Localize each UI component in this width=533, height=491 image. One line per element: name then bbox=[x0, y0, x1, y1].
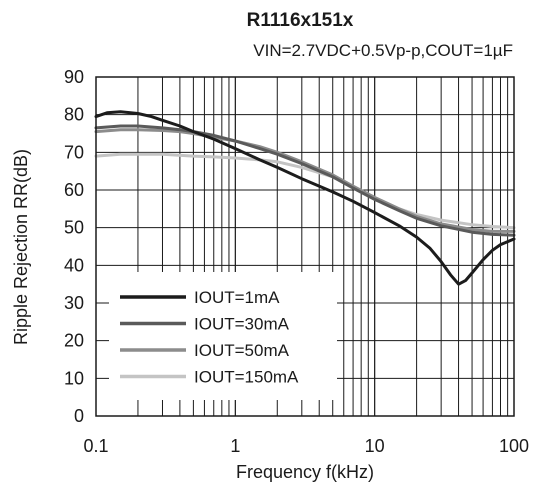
y-tick-label: 90 bbox=[64, 67, 84, 87]
series-line bbox=[94, 152, 516, 230]
y-tick-label: 10 bbox=[64, 368, 84, 388]
x-tick-label: 1 bbox=[230, 436, 240, 456]
legend-box bbox=[109, 272, 337, 400]
x-tick-label: 0.1 bbox=[83, 436, 108, 456]
y-tick-label: 40 bbox=[64, 255, 84, 275]
chart-title: R1116x151x bbox=[247, 10, 354, 31]
y-tick-label: 80 bbox=[64, 105, 84, 125]
x-tick-label: 10 bbox=[365, 436, 385, 456]
x-axis-label: Frequency f(kHz) bbox=[236, 462, 374, 482]
y-axis-label: Ripple Rejection RR(dB) bbox=[11, 149, 31, 345]
legend-label: IOUT=150mA bbox=[194, 368, 299, 387]
x-tick-labels: 0.1 1 10 100 bbox=[83, 436, 529, 456]
legend-label: IOUT=50mA bbox=[194, 341, 290, 360]
legend-label: IOUT=30mA bbox=[194, 315, 290, 334]
x-tick-label: 100 bbox=[499, 436, 529, 456]
y-tick-label: 30 bbox=[64, 293, 84, 313]
series-line bbox=[94, 124, 516, 237]
y-tick-label: 20 bbox=[64, 331, 84, 351]
y-tick-label: 60 bbox=[64, 180, 84, 200]
legend-label: IOUT=1mA bbox=[194, 288, 280, 307]
series-line bbox=[94, 128, 516, 233]
y-tick-label: 50 bbox=[64, 218, 84, 238]
series-layer bbox=[94, 110, 516, 286]
y-tick-label: 0 bbox=[74, 406, 84, 426]
plot-frame bbox=[95, 76, 515, 417]
chart-subtitle: VIN=2.7VDC+0.5Vp-p,COUT=1µF bbox=[253, 41, 513, 60]
y-tick-labels: 0 10 20 30 40 50 60 70 80 90 bbox=[64, 67, 84, 426]
series-line bbox=[94, 110, 516, 286]
legend: IOUT=1mA IOUT=30mA IOUT=50mA IOUT=150mA bbox=[109, 272, 337, 400]
y-tick-label: 70 bbox=[64, 142, 84, 162]
